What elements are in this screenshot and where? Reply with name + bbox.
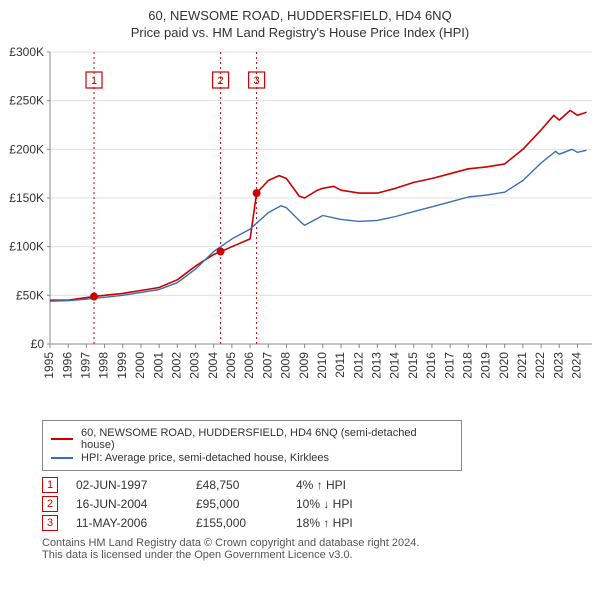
title-line-2: Price paid vs. HM Land Registry's House … — [0, 25, 600, 40]
x-tick-label: 2020 — [497, 352, 511, 379]
transaction-delta: 10% ↓ HPI — [296, 497, 416, 511]
x-tick-label: 2002 — [169, 352, 183, 379]
y-tick-label: £200K — [9, 142, 44, 156]
x-tick-label: 2015 — [406, 352, 420, 379]
x-tick-label: 1996 — [60, 352, 74, 379]
x-tick-label: 1998 — [97, 352, 111, 379]
sale-marker-dot — [253, 189, 261, 197]
footer-line-1: Contains HM Land Registry data © Crown c… — [42, 537, 588, 549]
transaction-row: 3 11-MAY-2006£155,00018% ↑ HPI — [42, 515, 588, 531]
x-tick-label: 2007 — [260, 352, 274, 379]
y-tick-label: £50K — [16, 288, 44, 302]
transactions-table: 1 02-JUN-1997£48,7504% ↑ HPI 2 16-JUN-2004£… — [42, 477, 588, 531]
x-tick-label: 2005 — [224, 352, 238, 379]
chart-area: £0 £50K £100K £150K £200K £250K £300K 1995 1996 1… — [0, 44, 600, 414]
transaction-delta: 4% ↑ HPI — [296, 478, 416, 492]
x-tick-label: 2003 — [188, 352, 202, 379]
transaction-price: £155,000 — [196, 516, 296, 530]
footer: Contains HM Land Registry data © Crown c… — [42, 537, 588, 561]
transaction-delta: 18% ↑ HPI — [296, 516, 416, 530]
sale-marker-number: 3 — [254, 75, 260, 87]
x-tick-label: 2024 — [570, 352, 584, 379]
y-tick-label: £250K — [9, 94, 44, 108]
x-tick-label: 2011 — [333, 352, 347, 378]
legend-label: HPI: Average price, semi-detached house,… — [81, 452, 329, 464]
x-tick-label: 2008 — [279, 352, 293, 379]
transaction-price: £48,750 — [196, 478, 296, 492]
transaction-row: 2 16-JUN-2004£95,00010% ↓ HPI — [42, 496, 588, 512]
x-tick-label: 1995 — [42, 352, 56, 379]
sale-marker-dot — [217, 248, 225, 256]
sale-marker-number: 1 — [91, 75, 97, 87]
legend-swatch — [51, 457, 73, 459]
sale-marker-dot — [90, 293, 98, 301]
x-tick-label: 2009 — [297, 352, 311, 379]
x-tick-label: 1999 — [115, 352, 129, 379]
x-tick-label: 2006 — [242, 352, 256, 379]
x-tick-label: 2014 — [388, 352, 402, 379]
legend-swatch — [51, 438, 73, 440]
x-tick-label: 2018 — [460, 352, 474, 379]
x-tick-label: 2000 — [133, 352, 147, 379]
x-tick-label: 2010 — [315, 352, 329, 379]
x-tick-label: 2022 — [533, 352, 547, 379]
sale-marker-number: 2 — [218, 75, 224, 87]
transaction-date: 11-MAY-2006 — [76, 516, 196, 530]
x-tick-label: 2013 — [370, 352, 384, 379]
transaction-badge: 3 — [42, 515, 58, 531]
y-tick-label: £300K — [9, 45, 44, 59]
y-tick-label: £150K — [9, 191, 44, 205]
legend-row: 60, NEWSOME ROAD, HUDDERSFIELD, HD4 6NQ … — [51, 427, 453, 451]
transaction-date: 16-JUN-2004 — [76, 497, 196, 511]
title-block: 60, NEWSOME ROAD, HUDDERSFIELD, HD4 6NQ … — [0, 0, 600, 44]
legend-row: HPI: Average price, semi-detached house,… — [51, 452, 453, 464]
transaction-row: 1 02-JUN-1997£48,7504% ↑ HPI — [42, 477, 588, 493]
x-tick-label: 2017 — [442, 352, 456, 379]
transaction-badge: 2 — [42, 496, 58, 512]
x-tick-label: 2023 — [551, 352, 565, 379]
y-tick-label: £100K — [9, 240, 44, 254]
y-tick-label: £0 — [31, 337, 45, 351]
transaction-badge: 1 — [42, 477, 58, 493]
x-tick-label: 1997 — [79, 352, 93, 379]
x-tick-label: 2004 — [206, 352, 220, 379]
transaction-date: 02-JUN-1997 — [76, 478, 196, 492]
legend-label: 60, NEWSOME ROAD, HUDDERSFIELD, HD4 6NQ … — [81, 427, 453, 451]
price-chart: £0 £50K £100K £150K £200K £250K £300K 1995 1996 1… — [0, 44, 600, 414]
x-tick-label: 2021 — [515, 352, 529, 379]
transaction-price: £95,000 — [196, 497, 296, 511]
title-line-1: 60, NEWSOME ROAD, HUDDERSFIELD, HD4 6NQ — [0, 8, 600, 23]
x-tick-label: 2019 — [479, 352, 493, 379]
legend: 60, NEWSOME ROAD, HUDDERSFIELD, HD4 6NQ … — [42, 420, 462, 471]
x-tick-label: 2016 — [424, 352, 438, 379]
x-tick-label: 2001 — [151, 352, 165, 379]
footer-line-2: This data is licensed under the Open Gov… — [42, 549, 588, 561]
x-tick-label: 2012 — [351, 352, 365, 379]
